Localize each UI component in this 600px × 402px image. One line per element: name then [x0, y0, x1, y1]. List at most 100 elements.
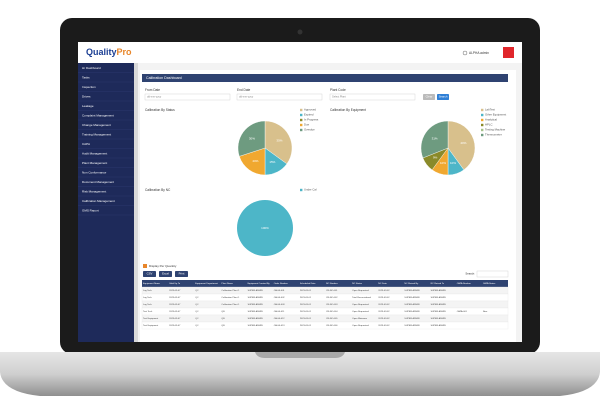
- filter-label: From Date: [145, 88, 160, 92]
- sidebar-item[interactable]: Leakage: [82, 104, 94, 108]
- legend-swatch: [300, 123, 303, 127]
- search-input[interactable]: [476, 270, 509, 278]
- filter-input[interactable]: [144, 93, 231, 101]
- table-cell: Open Requested: [352, 324, 369, 327]
- legend-label: Testing Machine: [485, 128, 506, 132]
- table-cell: 2023-03-01: [300, 297, 312, 299]
- table-cell: Open Minimum: [352, 318, 367, 320]
- table-cell: 2023-03-07: [169, 297, 181, 299]
- sidebar-item[interactable]: Audit Management: [82, 151, 107, 155]
- table-cell: SUPER ADMIN: [248, 303, 263, 306]
- legend-swatch: [481, 118, 484, 122]
- table-header: [142, 280, 508, 287]
- sidebar-item[interactable]: CAPA: [82, 142, 90, 146]
- table-cell: CN-NC-003: [326, 304, 338, 306]
- table-cell: Log Tech: [143, 304, 153, 306]
- filter-input[interactable]: [236, 93, 323, 101]
- table-cell: SUPER ADMIN: [431, 317, 446, 320]
- table-cell: Test Equipment: [143, 317, 158, 320]
- table-cell: QC: [195, 304, 199, 306]
- legend-label: LabTest: [485, 108, 495, 112]
- table-cell: SUPER ADMIN: [248, 289, 263, 292]
- legend-label: Thermometer: [485, 133, 502, 137]
- export-button-label: Print: [179, 272, 185, 276]
- camera: [297, 29, 303, 35]
- top-header: [78, 42, 522, 63]
- filter-button-label: Search: [439, 95, 448, 99]
- sidebar-item[interactable]: Inspection: [82, 85, 96, 89]
- table-cell: 2023-03-01: [300, 290, 312, 292]
- export-button[interactable]: [175, 271, 188, 277]
- column-header: Equipment Created By: [248, 282, 271, 285]
- table-cell: 2023-03-01: [300, 318, 312, 320]
- table-cell: 2023-03-02: [378, 325, 390, 327]
- legend-swatch: [481, 123, 484, 127]
- sidebar-item[interactable]: Document Management: [82, 180, 114, 184]
- table-cell: SUPER ADMIN: [404, 303, 419, 306]
- sidebar-item[interactable]: Non Conformance: [82, 170, 107, 174]
- laptop-base: [0, 352, 600, 396]
- table-cell: Log Tech: [143, 290, 153, 292]
- table-cell: Open Requested: [352, 303, 369, 306]
- table-cell: SUPER ADMIN: [431, 310, 446, 313]
- table-cell: CAL-B-001: [274, 289, 286, 292]
- column-header: NC Raised By: [404, 283, 419, 285]
- base-notch: [255, 352, 345, 358]
- legend-label: HPLC: [485, 123, 492, 127]
- sidebar-item[interactable]: Calibration Management: [82, 199, 115, 203]
- sidebar-item[interactable]: Drives: [82, 94, 91, 98]
- legend-swatch: [300, 108, 303, 112]
- slice-label: 10%: [450, 161, 456, 165]
- user-name[interactable]: ALPHA admin: [469, 51, 489, 55]
- table-cell: CN-NC-005: [326, 318, 338, 320]
- slice-label: 9%: [433, 156, 438, 160]
- sidebar-item[interactable]: Complaint Management: [82, 113, 114, 117]
- table-cell: CN-NC-002: [326, 297, 338, 299]
- table-cell: CAL-B-011: [274, 310, 285, 313]
- sidebar-item[interactable]: Plant Management: [82, 161, 107, 165]
- sidebar-item[interactable]: Change Management: [82, 123, 111, 127]
- search-label: Search:: [465, 272, 475, 276]
- column-header: NC Status: [352, 282, 363, 285]
- table-cell: QB: [221, 325, 225, 327]
- legend-swatch: [481, 133, 484, 137]
- sidebar-item[interactable]: Tasks: [82, 75, 90, 79]
- sidebar-item[interactable]: Risk Management: [82, 189, 106, 193]
- chart-title: Calibration By NC: [145, 188, 171, 192]
- export-button[interactable]: [159, 271, 172, 277]
- sidebar-item[interactable]: Hr Dashboard: [82, 66, 101, 70]
- legend-label: Analytical: [485, 118, 497, 122]
- table-cell: Total Reconsidered: [352, 296, 372, 299]
- table-cell: New: [483, 311, 488, 313]
- table-cell: SUPER ADMIN: [404, 289, 419, 292]
- dashboard-title: Calibration Dashboard: [146, 76, 182, 80]
- title-bar: [142, 74, 508, 82]
- table-cell: 2023-03-02: [378, 290, 390, 292]
- column-header: NC Number: [326, 282, 338, 285]
- table-cell: 2023-03-01: [300, 304, 312, 306]
- legend-swatch: [481, 113, 484, 117]
- table-cell: Calibration Plant 1: [221, 296, 240, 299]
- table-cell: QC: [195, 318, 199, 320]
- slice-label: 20%: [252, 159, 258, 163]
- column-header: NC Date: [378, 282, 387, 285]
- filter-button[interactable]: [437, 94, 449, 100]
- slice-label: 31%: [432, 137, 438, 141]
- table-cell: SUPER ADMIN: [248, 310, 263, 313]
- filter-input[interactable]: [329, 93, 416, 101]
- table-cell: QB: [221, 318, 225, 320]
- chart-title: Calibration By Equipment: [330, 108, 366, 112]
- column-header: Plant Name: [221, 282, 233, 285]
- pie-slice: [237, 200, 293, 256]
- table-cell: 2023-03-07: [169, 318, 181, 320]
- slice-label: 100%: [261, 226, 269, 230]
- flag-icon[interactable]: [503, 47, 514, 58]
- table-cell: SUPER ADMIN: [431, 303, 446, 306]
- table-cell: QC: [195, 290, 199, 292]
- table-cell: QB: [221, 311, 225, 313]
- filter-button[interactable]: [423, 94, 435, 100]
- export-button[interactable]: [143, 271, 156, 277]
- sidebar-item[interactable]: GMS Report: [82, 208, 99, 212]
- table-cell: 2023-03-07: [169, 325, 181, 327]
- sidebar-item[interactable]: Training Management: [82, 132, 111, 136]
